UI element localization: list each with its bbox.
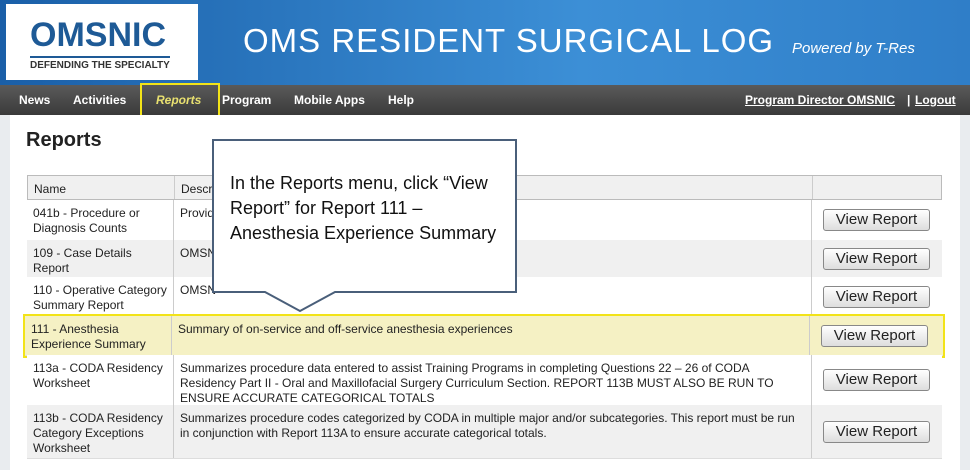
nav-item[interactable]: Activities: [73, 93, 127, 107]
callout-text: In the Reports menu, click “View Report”…: [230, 173, 497, 243]
logo-tagline: DEFENDING THE SPECIALTY: [30, 56, 170, 71]
logo-title: OMSNIC: [30, 16, 166, 54]
table-row: 113a - CODA Residency Worksheet Summariz…: [27, 355, 942, 406]
banner: OMSNIC DEFENDING THE SPECIALTY OMS RESID…: [0, 0, 970, 85]
nav-item[interactable]: News: [19, 93, 51, 107]
view-report-button[interactable]: View Report: [823, 369, 930, 391]
view-report-button[interactable]: View Report: [823, 248, 930, 270]
report-name: 041b - Procedure or Diagnosis Counts: [33, 206, 140, 235]
table-row: 113b - CODA Residency Category Exception…: [27, 405, 942, 459]
nav-bar: [0, 85, 970, 115]
view-report-button[interactable]: View Report: [821, 325, 928, 347]
user-link[interactable]: Program Director OMSNIC: [745, 93, 896, 107]
report-description: Provid: [180, 206, 215, 220]
nav-item[interactable]: Mobile Apps: [294, 93, 365, 107]
logo[interactable]: OMSNIC DEFENDING THE SPECIALTY: [6, 4, 198, 80]
logout-link[interactable]: Logout: [915, 93, 956, 107]
table-row: 111 - Anesthesia Experience Summary Summ…: [23, 314, 945, 358]
view-report-button[interactable]: View Report: [823, 209, 930, 231]
page-title: Reports: [26, 129, 102, 151]
view-report-button[interactable]: View Report: [823, 286, 930, 308]
report-description: Summary of on-service and off-service an…: [178, 322, 513, 336]
column-header: Descri: [181, 182, 216, 196]
powered-by: Powered by T-Res: [792, 40, 915, 57]
nav-item[interactable]: Program: [222, 93, 272, 107]
report-description: Summarizes procedure data entered to ass…: [180, 361, 774, 405]
nav-item[interactable]: Help: [388, 93, 415, 107]
callout-shape: [212, 139, 517, 313]
separator: |: [907, 93, 911, 107]
report-name: 113a - CODA Residency Worksheet: [33, 361, 163, 390]
report-description: OMSN: [180, 246, 216, 260]
view-report-button[interactable]: View Report: [823, 421, 930, 443]
report-name: 113b - CODA Residency Category Exception…: [33, 411, 163, 455]
table-row: 110 - Operative Category Summary Report …: [27, 277, 942, 317]
report-description: Summarizes procedure codes categorized b…: [180, 411, 795, 440]
nav-item[interactable]: Reports: [156, 93, 202, 107]
report-name: 110 - Operative Category Summary Report: [33, 283, 167, 312]
report-name: 111 - Anesthesia Experience Summary: [31, 322, 146, 351]
report-description: OMSN: [180, 283, 216, 297]
column-header: Name: [34, 182, 67, 196]
app-title: OMS RESIDENT SURGICAL LOG: [243, 22, 775, 59]
report-name: 109 - Case Details Report: [33, 246, 132, 275]
